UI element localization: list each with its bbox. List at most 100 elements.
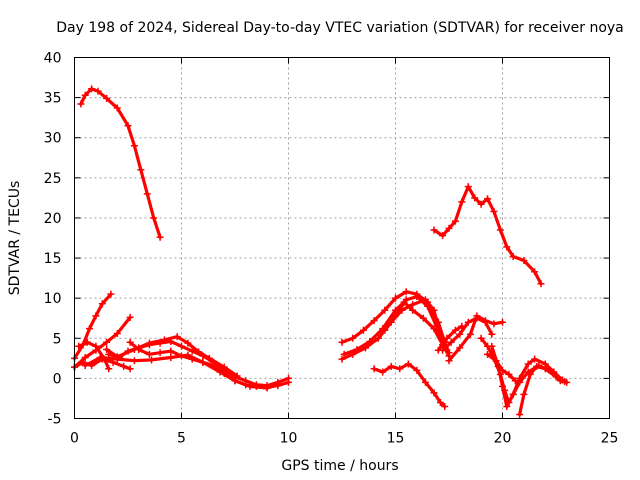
data-point-marker — [130, 357, 138, 365]
data-point-marker — [199, 358, 207, 366]
series-arc-20 — [516, 362, 569, 418]
data-point-marker — [113, 104, 121, 112]
data-point-marker — [471, 194, 479, 202]
data-point-marker — [184, 339, 192, 347]
series-arc-15 — [445, 312, 506, 365]
data-point-marker — [105, 365, 113, 373]
data-point-marker — [531, 355, 539, 363]
data-point-marker — [526, 370, 534, 378]
data-point-marker — [370, 317, 378, 325]
data-point-marker — [404, 360, 412, 368]
data-point-marker — [419, 314, 427, 322]
y-tick-label: -5 — [48, 412, 62, 428]
data-point-marker — [520, 256, 528, 264]
data-point-marker — [516, 410, 524, 418]
data-point-marker — [148, 356, 156, 364]
x-tick-label: 25 — [601, 431, 619, 447]
data-point-marker — [516, 378, 524, 386]
data-point-marker — [150, 214, 158, 222]
data-point-marker — [505, 370, 513, 378]
data-point-marker — [413, 366, 421, 374]
data-point-marker — [379, 368, 387, 376]
data-point-marker — [430, 226, 438, 234]
data-point-marker — [220, 363, 228, 371]
x-axis-label: GPS time / hours — [281, 458, 398, 474]
data-point-marker — [126, 365, 134, 373]
data-point-marker — [98, 300, 106, 308]
series-line — [432, 185, 543, 286]
y-tick-label: 30 — [44, 131, 62, 147]
y-tick-label: 10 — [44, 291, 62, 307]
data-point-marker — [246, 382, 254, 390]
series-arc-8 — [81, 351, 282, 392]
data-point-marker — [464, 183, 472, 191]
data-point-marker — [456, 344, 464, 352]
data-point-marker — [184, 351, 192, 359]
data-point-marker — [392, 312, 399, 320]
data-point-marker — [503, 243, 511, 251]
data-point-marker — [413, 293, 421, 301]
data-point-marker — [195, 348, 203, 356]
data-point-marker — [499, 382, 506, 390]
data-point-marker — [490, 208, 498, 216]
data-point-marker — [113, 353, 121, 361]
data-point-marker — [359, 326, 367, 334]
data-point-marker — [188, 347, 196, 355]
series-arc-17 — [370, 360, 449, 410]
x-tick-label: 10 — [280, 431, 298, 447]
data-point-marker — [509, 390, 517, 398]
data-point-marker — [96, 354, 104, 362]
y-tick-label: 25 — [44, 171, 62, 187]
data-point-marker — [130, 346, 138, 354]
data-point-marker — [439, 232, 447, 240]
data-point-marker — [445, 357, 453, 365]
data-point-marker — [167, 347, 175, 355]
series-arc-21 — [484, 350, 519, 385]
data-point-marker — [94, 87, 102, 95]
data-point-marker — [88, 85, 96, 93]
data-point-marker — [490, 320, 498, 328]
data-point-marker — [145, 350, 153, 358]
data-point-marker — [81, 91, 89, 99]
data-point-marker — [561, 378, 569, 386]
x-tick-label: 15 — [387, 431, 405, 447]
y-tick-label: 15 — [44, 251, 62, 267]
data-point-marker — [143, 190, 151, 198]
series-arc-22 — [430, 183, 545, 288]
data-point-marker — [481, 317, 489, 325]
data-point-marker — [145, 339, 153, 347]
series-line — [372, 362, 447, 409]
data-point-marker — [92, 342, 100, 350]
data-point-marker — [370, 365, 378, 373]
data-point-marker — [424, 302, 432, 310]
data-point-marker — [531, 268, 539, 276]
y-tick-label: 35 — [44, 91, 62, 107]
data-point-marker — [374, 334, 382, 342]
data-point-marker — [216, 368, 224, 376]
data-point-marker — [511, 377, 519, 385]
data-point-marker — [92, 312, 100, 320]
data-point-marker — [537, 280, 545, 288]
series-line — [79, 87, 162, 239]
data-point-marker — [466, 330, 474, 338]
data-point-marker — [520, 390, 528, 398]
data-point-marker — [103, 94, 111, 102]
series-arc-16 — [434, 322, 466, 354]
data-point-marker — [443, 334, 451, 342]
data-point-marker — [434, 346, 442, 354]
y-tick-label: 0 — [53, 371, 62, 387]
data-point-marker — [233, 372, 241, 380]
data-point-marker — [451, 326, 459, 334]
x-axis-ticks: 0 5 10 15 20 25 — [70, 57, 619, 447]
data-point-marker — [156, 233, 164, 241]
data-point-marker — [120, 362, 128, 370]
data-point-marker — [338, 338, 346, 346]
data-point-marker — [524, 360, 532, 368]
data-point-marker — [160, 336, 168, 344]
data-point-marker — [381, 326, 389, 334]
x-tick-label: 5 — [177, 431, 186, 447]
data-point-marker — [421, 378, 429, 386]
data-series-layer — [71, 85, 571, 418]
data-point-marker — [349, 334, 357, 342]
